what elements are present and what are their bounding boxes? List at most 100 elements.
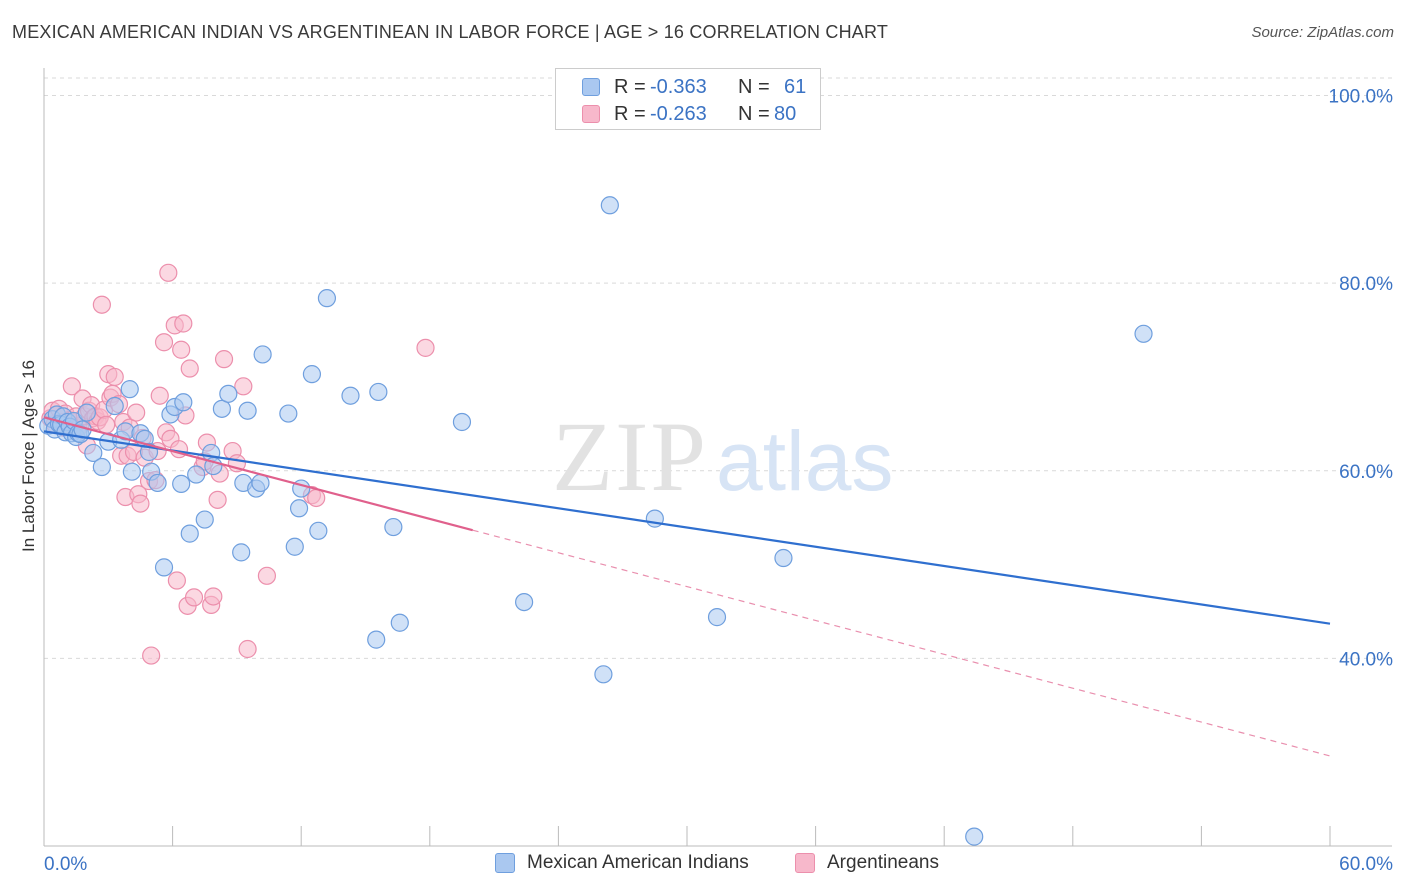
y-tick-label: 60.0% — [1339, 462, 1393, 483]
data-point — [600, 196, 619, 215]
x-tick-label: 60.0% — [1339, 854, 1393, 875]
data-point — [184, 588, 204, 607]
trend-lines — [43, 416, 1331, 757]
legend-row-mexican-american-indians: R = -0.363 N = 61 — [582, 75, 806, 99]
legend-n-label: N = — [738, 75, 770, 98]
data-point — [97, 415, 116, 434]
data-point — [92, 295, 111, 314]
data-point — [232, 543, 251, 562]
data-point — [257, 566, 277, 585]
data-point — [234, 377, 253, 396]
data-point — [77, 403, 96, 422]
data-point — [159, 263, 178, 282]
data-point — [594, 665, 613, 684]
legend-r-label: R = — [614, 75, 646, 98]
data-point — [289, 499, 309, 518]
data-point — [302, 365, 322, 384]
legend-swatch-blue — [582, 78, 600, 96]
data-point — [174, 314, 193, 333]
data-point — [416, 338, 435, 357]
data-point — [131, 494, 150, 513]
y-tick-labels: 100.0% 80.0% 60.0% 40.0% — [1329, 87, 1394, 671]
data-point — [238, 401, 257, 420]
data-point — [452, 412, 472, 432]
watermark-atlas: atlas — [716, 414, 893, 508]
data-point — [180, 359, 199, 378]
data-point — [92, 457, 111, 477]
series-legend-label: Mexican American Indians — [527, 852, 749, 873]
legend-n-value: 80 — [774, 102, 797, 125]
data-point — [122, 462, 141, 481]
data-point — [84, 443, 103, 463]
data-point — [390, 613, 409, 632]
data-point — [62, 377, 81, 396]
series-legend-swatch-pink — [795, 853, 815, 873]
y-tick-label: 80.0% — [1339, 274, 1393, 295]
legend-r-value: -0.363 — [650, 75, 707, 98]
x-tick-label: 0.0% — [44, 854, 87, 875]
data-point — [515, 592, 534, 612]
trend-line-dashed — [472, 529, 1331, 757]
data-point — [253, 345, 272, 364]
axes — [43, 68, 1392, 847]
data-point — [150, 386, 169, 405]
legend-r-label: R = — [614, 102, 646, 125]
data-point — [341, 386, 360, 405]
data-point — [105, 367, 124, 387]
data-point — [105, 396, 124, 416]
data-point — [212, 399, 231, 418]
data-point — [172, 474, 191, 493]
data-point — [219, 384, 238, 403]
data-point — [384, 517, 403, 537]
grid-lines — [44, 77, 1392, 659]
data-point — [172, 340, 191, 359]
data-point — [707, 608, 727, 627]
data-point — [965, 827, 984, 846]
data-point — [154, 333, 174, 352]
data-point — [285, 537, 304, 556]
y-tick-label: 100.0% — [1329, 87, 1394, 108]
trend-line-solid — [43, 430, 1331, 625]
data-point — [309, 521, 328, 540]
legend-n-value: 61 — [784, 75, 807, 98]
data-point — [174, 393, 193, 412]
series-legend: Mexican American Indians Argentineans — [0, 852, 1406, 878]
y-tick-label: 40.0% — [1339, 649, 1393, 670]
series-legend-swatch-blue — [495, 853, 515, 873]
data-point — [204, 587, 223, 606]
watermark: ZIP atlas — [552, 401, 893, 512]
chart-title: MEXICAN AMERICAN INDIAN VS ARGENTINEAN I… — [12, 22, 889, 42]
data-point — [369, 382, 388, 402]
data-point — [251, 473, 270, 493]
watermark-zip: ZIP — [552, 401, 708, 512]
data-point — [1134, 324, 1153, 343]
correlation-legend: R = -0.363 N = 61 R = -0.263 N = 80 — [555, 68, 821, 130]
legend-n-label: N = — [738, 102, 770, 125]
data-point — [307, 488, 326, 508]
data-point — [154, 558, 174, 577]
data-point — [127, 403, 146, 422]
data-point — [180, 524, 199, 543]
trend-line-solid — [43, 416, 473, 532]
series-mexican-american-indians-points — [39, 196, 1153, 846]
data-point — [774, 548, 793, 568]
series-legend-item-mexican-american-indians: Mexican American Indians — [495, 852, 749, 874]
data-point — [279, 404, 298, 423]
data-point — [142, 646, 161, 665]
legend-row-argentineans: R = -0.263 N = 80 — [582, 102, 796, 126]
series-legend-label: Argentineans — [827, 852, 939, 873]
data-point — [120, 380, 139, 399]
data-point — [187, 465, 206, 484]
legend-swatch-pink — [582, 105, 600, 123]
data-point — [195, 510, 214, 529]
y-axis-label: In Labor Force | Age > 16 — [19, 360, 38, 552]
data-point — [238, 639, 257, 659]
data-point — [167, 571, 186, 590]
data-point — [367, 630, 386, 649]
chart-source: Source: ZipAtlas.com — [1251, 24, 1394, 41]
data-point — [148, 473, 167, 493]
data-point — [208, 490, 227, 509]
data-point — [317, 289, 337, 308]
legend-r-value: -0.263 — [650, 102, 707, 125]
